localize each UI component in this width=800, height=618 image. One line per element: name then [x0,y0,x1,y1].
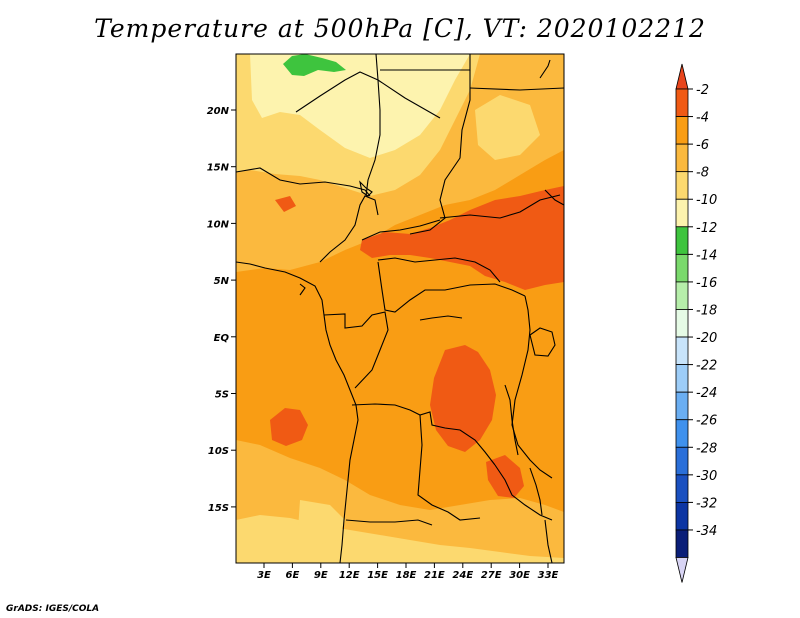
colorbar-label: -14 [696,248,717,263]
field-minus10-southwest [298,500,345,545]
colorbar-label: -4 [696,111,709,126]
lat-tick-label: 15N [207,163,230,174]
lat-tick-label: 10S [208,446,229,457]
colorbar-swatch [675,281,689,310]
lon-tick-label: 18E [396,570,417,581]
field-minus12-north [250,54,470,158]
lon-tick-label: 27E [481,570,502,581]
colorbar-label: -18 [696,303,717,318]
colorbar-swatch [675,226,689,255]
border-libya-chad [295,71,441,119]
border-ethiopia [544,189,564,206]
lat-tick-label: 20N [207,106,230,117]
field-minus2-small [275,196,296,212]
border-angola-zambia [417,414,481,521]
map-frame [235,53,565,564]
latitude-axis: 20N 15N 10N 5N EQ 5S 10S 15S [207,106,236,514]
lon-tick-label: 3E [257,570,271,581]
colorbar-label: -30 [696,469,717,484]
border-congo-gabon [323,311,389,389]
colorbar-swatch [675,143,689,173]
field-minus2-congo [430,345,496,452]
lon-tick-label: 21E [424,570,445,581]
colorbar-swatch [675,391,689,421]
colorbar-swatch [675,88,689,117]
colorbar-label: -10 [696,193,717,208]
field-minus2-west [270,408,308,446]
border-lake-victoria [529,327,556,357]
colorbar-label: -20 [696,331,717,346]
colorbar-label: -8 [696,166,709,181]
lon-tick-label: 15E [367,570,388,581]
colorbar-label: -16 [696,276,717,291]
border-car-south [377,257,501,283]
colorbar-label: -12 [696,221,717,236]
colorbar-swatch [675,419,689,448]
colorbar-swatch [675,171,689,200]
border-east-africa [511,295,553,479]
border-zambia-malawi [494,464,553,521]
lon-tick-label: 9E [314,570,328,581]
colorbar: -2 -4 -6 -8 -10 -12 -14 -16 -18 -20 -22 -24 -26 -28 -3… [675,63,717,583]
colorbar-bottom-triangle [675,557,689,583]
grads-credit: GrADS: IGES/COLA [6,604,100,614]
lon-tick-label: 33E [538,570,559,581]
colorbar-label: -34 [696,524,717,539]
colorbar-swatch [675,529,689,558]
colorbar-label: -6 [696,138,709,153]
colorbar-label: -32 [696,496,717,511]
colorbar-swatch [675,336,689,366]
border-lake-malawi [529,467,543,516]
colorbar-swatch [675,364,689,393]
border-angola-namibia [345,519,433,526]
colorbar-label: -2 [696,83,709,98]
border-sahel [236,167,371,197]
colorbar-swatch [675,253,689,283]
country-borders [236,54,564,563]
border-drc-angola [351,403,496,466]
lat-tick-label: 10N [207,219,230,230]
colorbar-label: -28 [696,441,717,456]
field-minus2-central [360,186,564,290]
colorbar-swatch [675,501,689,531]
field-minus10-northeast [475,95,540,160]
coast-red-sea [539,59,551,79]
border-sudan-west [409,70,471,235]
border-drc-north [377,261,526,313]
chart-title: Temperature at 500hPa [C], VT: 202010221… [94,14,706,43]
lat-tick-label: 5S [215,390,229,401]
longitude-axis: 3E 6E 9E 12E 15E 18E 21E 24E 27E 30E 33E [257,563,559,581]
lat-tick-label: 15S [208,503,229,514]
colorbar-swatch [675,116,689,145]
lon-tick-label: 24E [452,570,473,581]
colorbar-swatch [675,474,689,503]
colorbar-swatch [675,309,689,338]
lon-tick-label: 12E [339,570,360,581]
lat-tick-label: EQ [214,333,230,344]
border-mozambique [544,519,553,563]
lon-tick-label: 6E [286,570,300,581]
border-chad-car [361,219,441,241]
colorbar-label: -24 [696,386,717,401]
colorbar-top-triangle [675,63,689,90]
colorbar-swatch [675,446,689,476]
colorbar-label: -26 [696,414,717,429]
coastline-west [236,261,359,563]
lat-tick-label: 5N [214,276,230,287]
border-cameroon [299,283,306,296]
border-lake-tanganyika [504,384,519,456]
border-red-sea [469,87,564,91]
river-congo [419,315,463,321]
lon-tick-label: 30E [509,570,530,581]
colorbar-label: -22 [696,359,717,374]
border-nigeria-cameroon [319,195,379,263]
coast-lake-chad [359,180,373,197]
border-sudan-southsudan [439,194,561,219]
field-minus14-patch [283,54,346,76]
colorbar-swatch [675,198,689,228]
